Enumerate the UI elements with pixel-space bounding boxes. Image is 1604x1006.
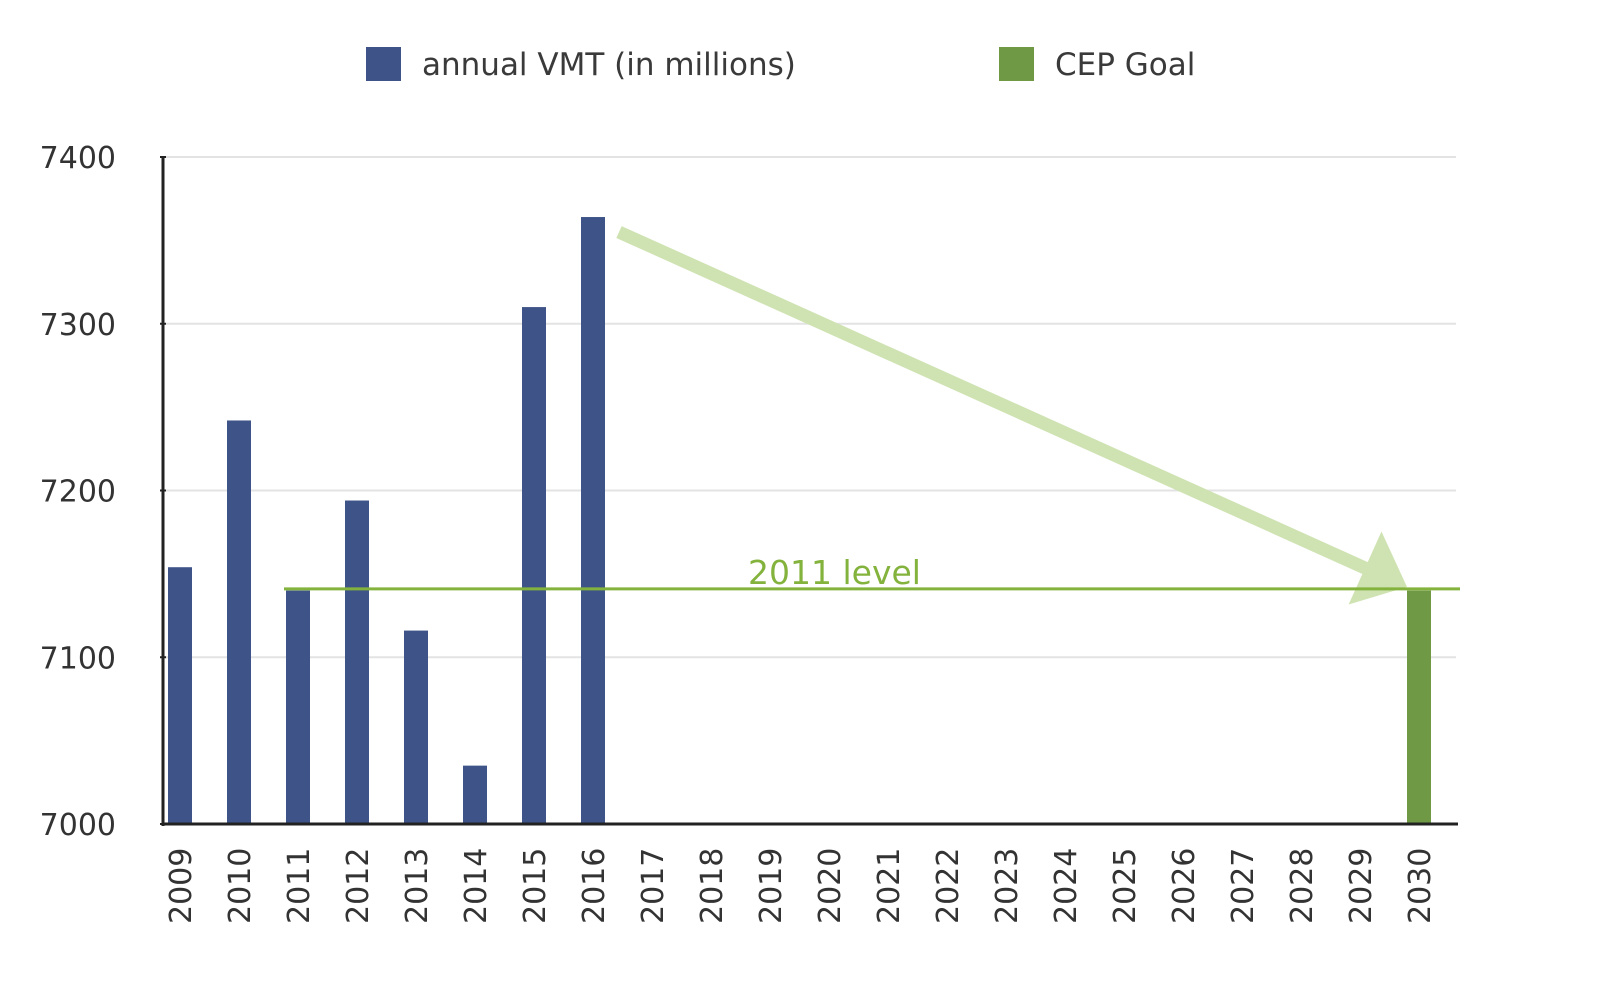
x-tick-label-2024: 2024 xyxy=(1049,848,1084,924)
x-tick-label-2022: 2022 xyxy=(931,848,966,924)
x-tick-label-2023: 2023 xyxy=(990,848,1025,924)
x-tick-label-2020: 2020 xyxy=(813,848,848,924)
bar-cep-goal-2030 xyxy=(1407,590,1431,824)
reference-line-label: 2011 level xyxy=(748,553,921,592)
x-tick-label-2012: 2012 xyxy=(341,848,376,924)
x-tick-label-2021: 2021 xyxy=(872,848,907,924)
x-tick-label-2011: 2011 xyxy=(282,848,317,924)
y-tick-label-7300: 7300 xyxy=(40,308,116,343)
x-tick-label-2013: 2013 xyxy=(400,848,435,924)
x-tick-label-2017: 2017 xyxy=(636,848,671,924)
trend-arrow-head xyxy=(1348,531,1407,605)
bar-vmt-2011 xyxy=(286,590,310,824)
x-tick-label-2026: 2026 xyxy=(1167,848,1202,924)
bar-vmt-2016 xyxy=(581,217,605,824)
x-tick-label-2025: 2025 xyxy=(1108,848,1143,924)
legend-swatch-vmt xyxy=(366,47,401,81)
bar-vmt-2013 xyxy=(404,630,428,824)
y-tick-label-7100: 7100 xyxy=(40,641,116,676)
x-tick-label-2029: 2029 xyxy=(1344,848,1379,924)
x-tick-label-2016: 2016 xyxy=(577,848,612,924)
x-tick-label-2009: 2009 xyxy=(164,848,199,924)
x-tick-label-2028: 2028 xyxy=(1285,848,1320,924)
x-tick-label-2019: 2019 xyxy=(754,848,789,924)
x-tick-label-2015: 2015 xyxy=(518,848,553,924)
bar-vmt-2009 xyxy=(168,567,192,824)
bar-vmt-2015 xyxy=(522,307,546,824)
x-tick-label-2010: 2010 xyxy=(223,848,258,924)
x-tick-label-2027: 2027 xyxy=(1226,848,1261,924)
bar-vmt-2010 xyxy=(227,420,251,824)
legend-label-cep-goal: CEP Goal xyxy=(1055,47,1195,83)
y-tick-label-7200: 7200 xyxy=(40,475,116,510)
bar-vmt-2014 xyxy=(463,765,487,824)
y-tick-label-7000: 7000 xyxy=(40,808,116,843)
x-tick-label-2030: 2030 xyxy=(1403,848,1438,924)
y-tick-label-7400: 7400 xyxy=(40,141,116,176)
x-tick-label-2014: 2014 xyxy=(459,848,494,924)
x-tick-label-2018: 2018 xyxy=(695,848,730,924)
bar-vmt-2012 xyxy=(345,500,369,824)
legend-swatch-cep-goal xyxy=(999,47,1034,81)
legend-label-vmt: annual VMT (in millions) xyxy=(422,47,796,83)
trend-arrow-shaft xyxy=(616,226,1372,576)
